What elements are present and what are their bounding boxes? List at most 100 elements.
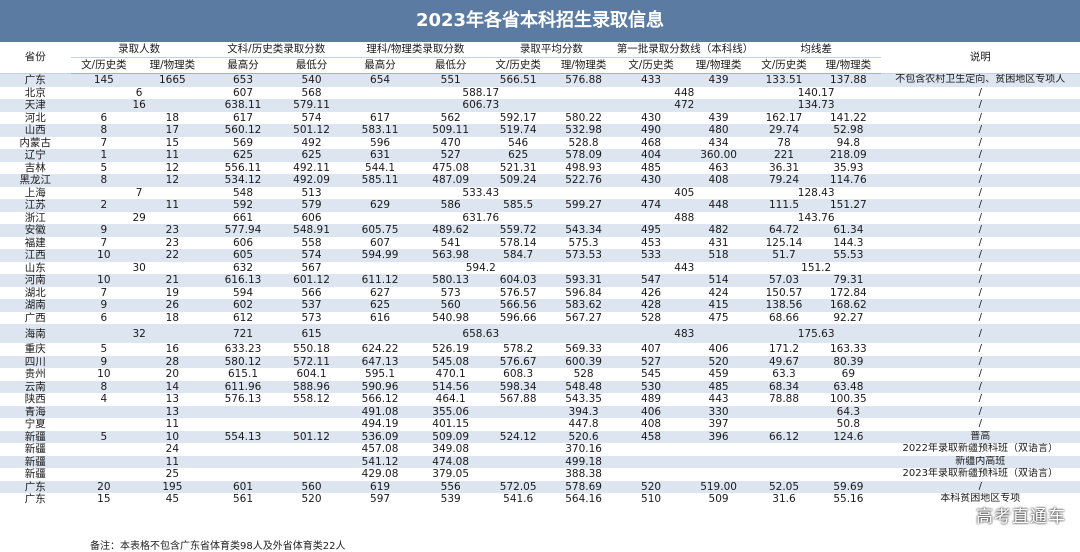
data-cell: 514 (685, 274, 752, 287)
note-cell: / (880, 111, 1080, 124)
data-cell (278, 405, 345, 418)
data-cell: 541.12 (344, 455, 416, 468)
data-cell: 520 (278, 493, 345, 506)
province-cell: 新疆 (0, 430, 71, 443)
data-cell: 585.11 (344, 174, 416, 187)
data-cell: 429.08 (344, 468, 416, 481)
data-cell: 574 (278, 111, 345, 124)
data-cell (207, 455, 279, 468)
data-cell: 406 (616, 405, 686, 418)
data-cell: 20 (70, 480, 138, 493)
province-cell: 浙江 (0, 211, 71, 224)
note-cell: / (880, 261, 1080, 274)
data-cell: 567 (278, 261, 345, 274)
data-cell: 490 (616, 124, 686, 137)
data-cell: 583.62 (550, 299, 617, 312)
table-row: 青海 13 491.08 355.06 394.3 406 330 64.3/ (0, 405, 1080, 418)
data-cell: 379.05 (415, 468, 486, 481)
data-cell: 530 (616, 380, 686, 393)
data-cell: 566 (278, 286, 345, 299)
footnote: 备注：本表格不包含广东省体育类98人及外省体育类22人 (90, 541, 346, 552)
data-cell: 162.17 (751, 111, 817, 124)
data-cell (70, 443, 138, 456)
note-cell: / (880, 405, 1080, 418)
data-cell (278, 418, 345, 431)
data-cell: 218.09 (816, 149, 881, 162)
table-row: 江苏 2 11 592 579 629 586 585.5 599.27 474 448 111.5 1… (0, 199, 1080, 212)
data-cell: 4 (70, 393, 138, 406)
data-cell: 560 (278, 480, 345, 493)
data-cell: 492.09 (278, 174, 345, 187)
table-row: 福建 7 23 606 558 607 541 578.14 575.3 453 431 125.14… (0, 236, 1080, 249)
table-row: 山西 8 17 560.12 501.12 583.11 509.11 519.74 532.9… (0, 124, 1080, 137)
data-cell: 527 (616, 355, 686, 368)
data-cell: 133.51 (751, 73, 817, 87)
data-cell: 594 (207, 286, 279, 299)
note-cell: / (880, 211, 1080, 224)
data-cell: 537 (278, 299, 345, 312)
data-cell: 617 (344, 111, 416, 124)
table-row: 吉林 5 12 556.11 492.11 544.1 475.08 521.31 498.93… (0, 161, 1080, 174)
data-cell: 406 (685, 343, 752, 356)
data-cell: 520 (685, 355, 752, 368)
table-row: 安徽 9 23 577.94 548.91 605.75 489.62 559.72 543.3… (0, 224, 1080, 237)
data-cell: 14 (137, 380, 208, 393)
data-cell: 150.57 (751, 286, 817, 299)
province-cell: 海南 (0, 324, 71, 343)
header-group: 均线差 (751, 42, 881, 58)
data-cell: 11 (137, 199, 208, 212)
data-cell: 68.66 (751, 311, 817, 324)
data-cell: 596.66 (485, 311, 551, 324)
data-cell: 124.6 (816, 430, 881, 443)
table-row: 内蒙古 7 15 569 492 596 470 546 528.8 468 434 78 94.8/ (0, 136, 1080, 149)
data-cell: 548.48 (550, 380, 617, 393)
data-cell: 468 (616, 136, 686, 149)
data-cell: 7 (70, 286, 138, 299)
data-cell: 394.3 (550, 405, 617, 418)
data-cell: 556 (415, 480, 486, 493)
data-cell: 509.09 (415, 430, 486, 443)
data-cell: 600.39 (550, 355, 617, 368)
data-cell: 513 (278, 186, 345, 199)
data-cell: 578.09 (550, 149, 617, 162)
data-cell: 7 (70, 236, 138, 249)
province-cell: 广西 (0, 311, 71, 324)
data-cell: 459 (685, 368, 752, 381)
data-cell: 140.17 (751, 86, 881, 99)
data-cell: 407 (616, 343, 686, 356)
data-cell (278, 443, 345, 456)
data-cell: 388.38 (550, 468, 617, 481)
data-cell: 654 (344, 73, 416, 87)
note-cell: / (880, 380, 1080, 393)
data-cell: 405 (616, 186, 752, 199)
data-cell: 470 (415, 136, 486, 149)
data-cell (485, 443, 551, 456)
data-cell: 598.34 (485, 380, 551, 393)
data-cell: 59.69 (816, 480, 881, 493)
data-cell: 163.33 (816, 343, 881, 356)
data-cell: 79.24 (751, 174, 817, 187)
data-cell: 433 (616, 73, 686, 87)
data-cell: 1665 (137, 73, 208, 87)
table-row: 湖北 7 19 594 566 627 573 576.57 596.84 426 424 150.5… (0, 286, 1080, 299)
data-cell: 175.63 (751, 324, 881, 343)
province-cell: 福建 (0, 236, 71, 249)
data-cell: 624.22 (344, 343, 416, 356)
data-cell: 585.5 (485, 199, 551, 212)
header-province: 省份 (0, 42, 71, 74)
note-cell: / (880, 311, 1080, 324)
data-cell: 23 (137, 236, 208, 249)
data-cell (816, 443, 881, 456)
data-cell: 26 (137, 299, 208, 312)
data-cell: 482 (685, 224, 752, 237)
note-cell: / (880, 136, 1080, 149)
data-cell: 32 (70, 324, 208, 343)
data-cell: 536.09 (344, 430, 416, 443)
data-cell: 568 (278, 86, 345, 99)
data-cell: 578.14 (485, 236, 551, 249)
data-cell: 606.73 (344, 99, 617, 112)
data-cell: 577.94 (207, 224, 279, 237)
data-cell: 66.12 (751, 430, 817, 443)
data-cell: 64.3 (816, 405, 881, 418)
data-cell: 172.84 (816, 286, 881, 299)
